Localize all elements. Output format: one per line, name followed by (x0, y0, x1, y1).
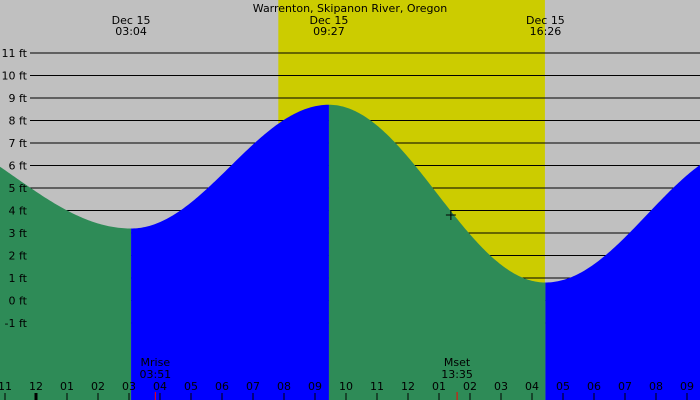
chart-title: Warrenton, Skipanon River, Oregon (253, 2, 447, 15)
x-tick-label: 06 (587, 380, 601, 393)
x-tick-label: 12 (29, 380, 43, 393)
extreme-time: 16:26 (530, 25, 562, 38)
tide-area (0, 104, 700, 400)
y-tick-label: 1 ft (9, 272, 28, 285)
y-tick-label: 7 ft (9, 137, 28, 150)
x-tick-label: 07 (246, 380, 260, 393)
x-tick-label: 09 (308, 380, 322, 393)
x-tick-label: 04 (525, 380, 539, 393)
rising-tide-segment (131, 104, 329, 400)
moon-event-time: 13:35 (441, 368, 473, 381)
x-tick-label: 08 (277, 380, 291, 393)
moon-event-label: Mset (444, 356, 471, 369)
y-tick-label: 5 ft (9, 182, 28, 195)
y-tick-label: 0 ft (9, 295, 28, 308)
extreme-time: 09:27 (313, 25, 345, 38)
y-tick-label: 9 ft (9, 92, 28, 105)
current-time-marker (445, 210, 456, 220)
extreme-date: Dec 15 (310, 14, 349, 27)
x-tick-label: 11 (370, 380, 384, 393)
x-tick-label: 01 (60, 380, 74, 393)
x-tick-label: 02 (463, 380, 477, 393)
y-tick-label: 6 ft (9, 160, 28, 173)
x-tick-label: 03 (122, 380, 136, 393)
x-tick-label: 11 (0, 380, 12, 393)
x-tick-label: 04 (153, 380, 167, 393)
x-tick-label: 07 (618, 380, 632, 393)
extreme-time: 03:04 (115, 25, 147, 38)
x-tick-label: 05 (184, 380, 198, 393)
extreme-date: Dec 15 (526, 14, 565, 27)
x-tick-label: 12 (401, 380, 415, 393)
moon-event-time: 03:51 (139, 368, 171, 381)
y-tick-label: -1 ft (5, 317, 28, 330)
y-tick-label: 11 ft (2, 47, 28, 60)
x-tick-label: 10 (339, 380, 353, 393)
y-tick-label: 10 ft (2, 70, 28, 83)
x-tick-label: 01 (432, 380, 446, 393)
falling-tide-segment (0, 166, 132, 400)
x-axis: 11 12 01 02 03 04 05 06 07 08 09 10 11 12 01 02 03 04 05 06… (0, 380, 694, 400)
x-tick-label: 05 (556, 380, 570, 393)
moon-event-label: Mrise (141, 356, 171, 369)
x-tick-label: 02 (91, 380, 105, 393)
falling-tide-segment (328, 104, 546, 400)
y-tick-label: 2 ft (9, 250, 28, 263)
x-tick-label: 08 (649, 380, 663, 393)
extreme-date: Dec 15 (112, 14, 151, 27)
rising-tide-segment (545, 164, 700, 400)
x-tick-label: 03 (494, 380, 508, 393)
y-axis-labels: 11 ft 10 ft 9 ft 8 ft 7 ft 6 ft 5 ft 4 ft 3 ft 2 … (2, 47, 28, 330)
y-tick-label: 3 ft (9, 227, 28, 240)
y-tick-label: 8 ft (9, 115, 28, 128)
y-tick-label: 4 ft (9, 205, 28, 218)
x-tick-label: 06 (215, 380, 229, 393)
x-tick-label: 09 (680, 380, 694, 393)
